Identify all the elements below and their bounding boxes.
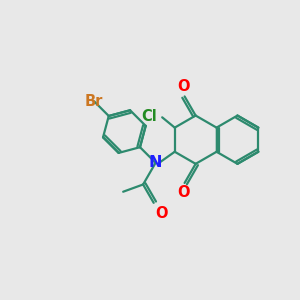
Text: N: N bbox=[149, 155, 162, 170]
Text: O: O bbox=[155, 206, 168, 221]
Text: Br: Br bbox=[85, 94, 104, 109]
Text: O: O bbox=[177, 79, 189, 94]
Text: Cl: Cl bbox=[141, 109, 157, 124]
Text: O: O bbox=[177, 185, 189, 200]
